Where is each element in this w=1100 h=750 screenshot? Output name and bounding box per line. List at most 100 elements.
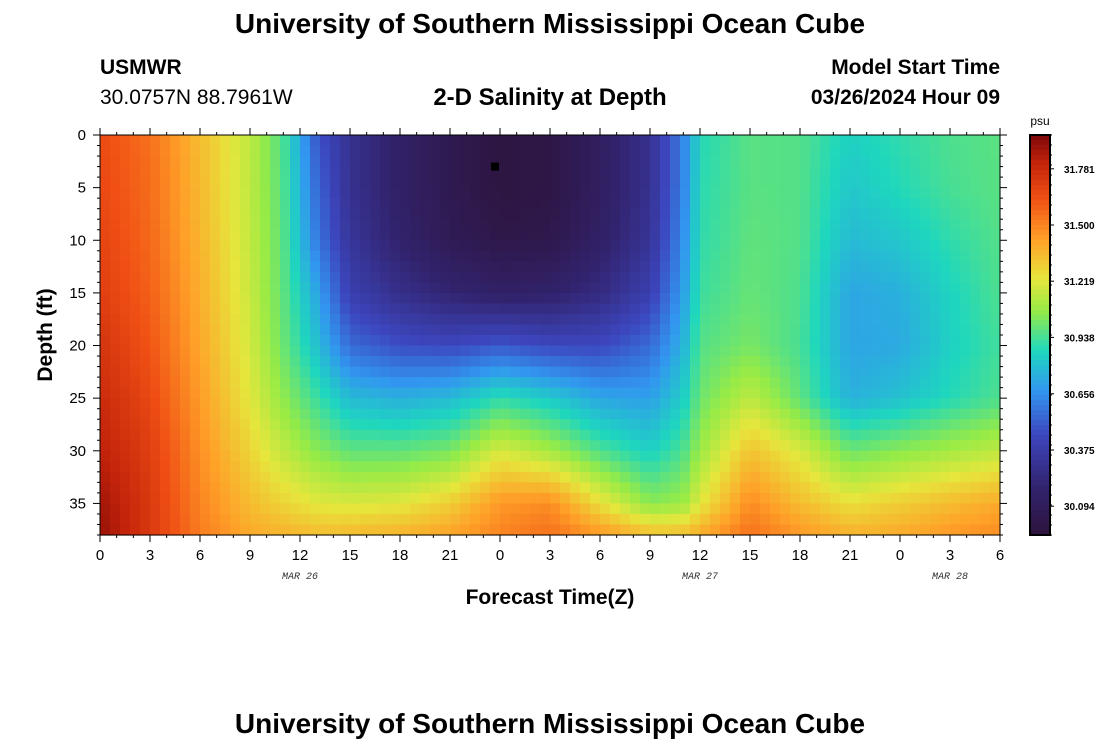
heatmap-cell bbox=[770, 335, 781, 347]
heatmap-cell bbox=[640, 324, 651, 336]
heatmap-cell bbox=[920, 429, 931, 441]
heatmap-cell bbox=[100, 250, 111, 262]
heatmap-cell bbox=[580, 408, 591, 420]
heatmap-cell bbox=[900, 219, 911, 231]
heatmap-cell bbox=[230, 503, 241, 515]
heatmap-cell bbox=[780, 492, 791, 505]
heatmap-cell bbox=[680, 229, 691, 241]
heatmap-cell bbox=[250, 282, 261, 294]
heatmap-cell bbox=[880, 324, 891, 336]
heatmap-cell bbox=[740, 335, 751, 347]
heatmap-cell bbox=[100, 377, 111, 389]
heatmap-cell bbox=[940, 450, 951, 462]
heatmap-cell bbox=[300, 292, 311, 305]
heatmap-cell bbox=[660, 187, 671, 199]
heatmap-cell bbox=[650, 440, 661, 452]
heatmap-cell bbox=[700, 177, 711, 189]
heatmap-cell bbox=[350, 440, 361, 452]
heatmap-cell bbox=[340, 450, 351, 462]
heatmap-cell bbox=[490, 166, 501, 178]
heatmap-cell bbox=[720, 313, 731, 326]
heatmap-cell bbox=[630, 282, 641, 294]
heatmap-cell bbox=[310, 313, 321, 326]
heatmap-cell bbox=[990, 335, 1001, 347]
heatmap-cell bbox=[470, 513, 481, 526]
heatmap-cell bbox=[500, 240, 511, 252]
heatmap-cell bbox=[110, 282, 121, 294]
heatmap-cell bbox=[170, 219, 181, 231]
heatmap-cell bbox=[740, 208, 751, 220]
heatmap-cell bbox=[220, 313, 231, 326]
heatmap-cell bbox=[740, 145, 751, 157]
heatmap-cell bbox=[690, 208, 701, 220]
heatmap-cell bbox=[230, 377, 241, 389]
heatmap-cell bbox=[680, 219, 691, 231]
heatmap-cell bbox=[300, 166, 311, 178]
y-tick-label: 15 bbox=[69, 285, 86, 302]
heatmap-cell bbox=[360, 440, 371, 452]
heatmap-cell bbox=[350, 250, 361, 262]
heatmap-cell bbox=[150, 282, 161, 294]
heatmap-cell bbox=[420, 313, 431, 326]
heatmap-cell bbox=[560, 219, 571, 231]
heatmap-cell bbox=[230, 345, 241, 357]
heatmap-cell bbox=[490, 208, 501, 220]
heatmap-cell bbox=[310, 219, 321, 231]
heatmap-cell bbox=[620, 177, 631, 189]
heatmap-cell bbox=[630, 482, 641, 494]
x-tick-label: 21 bbox=[442, 547, 459, 564]
heatmap-cell bbox=[290, 440, 301, 452]
heatmap-cell bbox=[160, 524, 171, 536]
heatmap-cell bbox=[750, 135, 761, 147]
heatmap-cell bbox=[710, 345, 721, 357]
heatmap-cell bbox=[320, 366, 331, 378]
heatmap-cell bbox=[440, 145, 451, 157]
heatmap-cell bbox=[970, 177, 981, 189]
heatmap-cell bbox=[620, 377, 631, 389]
heatmap-cell bbox=[820, 356, 831, 368]
heatmap-cell bbox=[440, 440, 451, 452]
heatmap-cell bbox=[760, 261, 771, 273]
heatmap-cell bbox=[670, 229, 681, 241]
heatmap-cell bbox=[810, 366, 821, 378]
heatmap-cell bbox=[610, 135, 621, 147]
heatmap-cell bbox=[170, 345, 181, 357]
heatmap-cell bbox=[510, 377, 521, 389]
heatmap-cell bbox=[640, 524, 651, 536]
heatmap-cell bbox=[400, 145, 411, 157]
heatmap-cell bbox=[200, 366, 211, 378]
heatmap-cell bbox=[430, 271, 441, 283]
heatmap-cell bbox=[630, 292, 641, 305]
heatmap-cell bbox=[700, 471, 711, 483]
heatmap-cell bbox=[560, 356, 571, 368]
heatmap-cell bbox=[420, 292, 431, 305]
heatmap-cell bbox=[880, 366, 891, 378]
heatmap-cell bbox=[630, 229, 641, 241]
heatmap-cell bbox=[540, 482, 551, 494]
heatmap-cell bbox=[400, 324, 411, 336]
heatmap-cell bbox=[610, 208, 621, 220]
heatmap-cell bbox=[920, 345, 931, 357]
heatmap-cell bbox=[360, 471, 371, 483]
heatmap-cell bbox=[270, 524, 281, 536]
heatmap-cell bbox=[490, 271, 501, 283]
heatmap-cell bbox=[360, 250, 371, 262]
y-tick-label: 35 bbox=[69, 495, 86, 512]
heatmap-cell bbox=[440, 177, 451, 189]
heatmap-cell bbox=[820, 324, 831, 336]
heatmap-cell bbox=[300, 156, 311, 168]
colorbar-segment bbox=[1030, 430, 1050, 436]
heatmap-cell bbox=[590, 303, 601, 315]
heatmap-cell bbox=[290, 471, 301, 483]
heatmap-cell bbox=[300, 345, 311, 357]
heatmap-cell bbox=[670, 408, 681, 420]
heatmap-cell bbox=[700, 324, 711, 336]
heatmap-cell bbox=[900, 261, 911, 273]
heatmap-cell bbox=[780, 229, 791, 241]
heatmap-cell bbox=[470, 313, 481, 326]
heatmap-cell bbox=[950, 482, 961, 494]
heatmap-cell bbox=[190, 492, 201, 505]
x-tick-label: 15 bbox=[742, 547, 759, 564]
heatmap-cell bbox=[600, 219, 611, 231]
heatmap-cell bbox=[290, 303, 301, 315]
